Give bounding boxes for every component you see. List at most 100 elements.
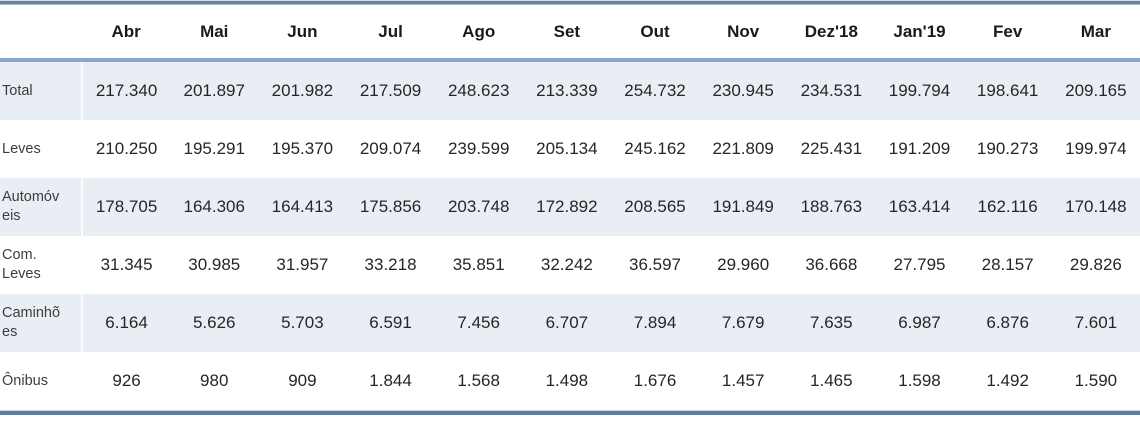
column-header-jul: Jul xyxy=(346,5,435,62)
column-header-set: Set xyxy=(522,5,611,62)
table-cell: 209.165 xyxy=(1065,81,1127,100)
vehicle-production-table: Abr Mai Jun Jul Ago Set Out Nov Dez'18 Jan'19 Fev M… xyxy=(0,5,1140,410)
table-cell: 199.974 xyxy=(1065,139,1127,158)
table-cell: 175.856 xyxy=(359,197,422,216)
table-cell: 191.209 xyxy=(888,139,951,158)
table-cell: 213.339 xyxy=(536,81,598,100)
table-cell: 5.703 xyxy=(281,313,324,332)
table-cell: 203.748 xyxy=(447,197,510,216)
table-row: Leves 210.250 195.291 195.370 209.074 239.599… xyxy=(0,120,1140,178)
column-header-nov: Nov xyxy=(699,5,788,62)
column-header-mar: Mar xyxy=(1051,5,1140,62)
table-cell: 191.849 xyxy=(712,197,774,216)
table-cell: 7.679 xyxy=(721,313,765,332)
table-cell: 1.676 xyxy=(633,371,677,390)
table-cell: 6.707 xyxy=(545,313,589,332)
column-header-dez18: Dez'18 xyxy=(787,5,876,62)
table-body: Total 217.340 201.897 201.982 217.509 248.623… xyxy=(0,60,1140,410)
table-cell: 36.597 xyxy=(629,255,682,274)
table-cell: 210.250 xyxy=(95,139,158,158)
table-cell: 162.116 xyxy=(977,197,1038,216)
column-header-jun: Jun xyxy=(258,5,347,62)
table-cell: 926 xyxy=(112,371,141,390)
table-cell: 36.668 xyxy=(805,255,858,274)
table-cell: 31.957 xyxy=(276,255,329,274)
table-cell: 254.732 xyxy=(624,81,686,100)
table-cell: 201.982 xyxy=(271,81,334,100)
column-header-fev: Fev xyxy=(963,5,1052,62)
table-cell: 980 xyxy=(200,371,229,390)
table-cell: 30.985 xyxy=(188,255,241,274)
table-cell: 909 xyxy=(288,371,317,390)
row-label: Ônibus xyxy=(0,352,83,410)
table-header: Abr Mai Jun Jul Ago Set Out Nov Dez'18 Jan'19 Fev M… xyxy=(0,5,1140,62)
table-row: Caminhões 6.164 5.626 5.703 6.591 7.456 6.707 7… xyxy=(0,294,1140,352)
table-cell: 5.626 xyxy=(192,313,236,332)
table-cell: 205.134 xyxy=(536,139,598,158)
table-cell: 1.598 xyxy=(898,371,941,390)
table-cell: 245.162 xyxy=(624,139,686,158)
table-cell: 221.809 xyxy=(712,139,774,158)
table-cell: 163.414 xyxy=(888,197,951,216)
table-cell: 188.763 xyxy=(800,197,863,216)
table-cell: 7.894 xyxy=(633,313,677,332)
table-cell: 28.157 xyxy=(981,255,1034,274)
table-cell: 195.370 xyxy=(271,139,334,158)
table-cell: 29.960 xyxy=(717,255,770,274)
table-cell: 31.345 xyxy=(100,255,153,274)
table-cell: 248.623 xyxy=(447,81,510,100)
table-cell: 1.844 xyxy=(369,371,412,390)
table-cell: 208.565 xyxy=(624,197,686,216)
table-cell: 234.531 xyxy=(800,81,863,100)
table-cell: 225.431 xyxy=(800,139,863,158)
table-cell: 170.148 xyxy=(1065,197,1127,216)
table-cell: 199.794 xyxy=(888,81,951,100)
table-row: Ônibus 926 980 909 1.844 1.568 1.498 1.676 1.457… xyxy=(0,352,1140,410)
table-cell: 6.591 xyxy=(369,313,412,332)
column-header-mai: Mai xyxy=(170,5,259,62)
table-cell: 178.705 xyxy=(95,197,158,216)
column-header-jan19: Jan'19 xyxy=(875,5,964,62)
table-row: Com. Leves 31.345 30.985 31.957 33.218 35.851… xyxy=(0,236,1140,294)
table-cell: 201.897 xyxy=(183,81,245,100)
table-cell: 230.945 xyxy=(712,81,774,100)
table-row: Total 217.340 201.897 201.982 217.509 248.623… xyxy=(0,60,1140,120)
table-cell: 239.599 xyxy=(447,139,510,158)
table-cell: 1.457 xyxy=(721,371,765,390)
table-bottom-border xyxy=(0,410,1140,415)
table-cell: 32.242 xyxy=(540,255,593,274)
table-cell: 7.635 xyxy=(810,313,853,332)
row-label: Leves xyxy=(0,120,83,178)
table-cell: 1.568 xyxy=(457,371,500,390)
column-header-abr: Abr xyxy=(82,5,171,62)
table-cell: 1.492 xyxy=(986,371,1029,390)
table-cell: 217.509 xyxy=(359,81,422,100)
table-cell: 172.892 xyxy=(536,197,598,216)
table-cell: 217.340 xyxy=(95,81,158,100)
table-cell: 35.851 xyxy=(452,255,505,274)
table-cell: 209.074 xyxy=(359,139,422,158)
table-top-border xyxy=(0,0,1140,5)
table-cell: 6.164 xyxy=(105,313,148,332)
header-row: Abr Mai Jun Jul Ago Set Out Nov Dez'18 Jan'19 Fev M… xyxy=(0,5,1140,62)
table-cell: 7.601 xyxy=(1074,313,1118,332)
table-cell: 1.465 xyxy=(810,371,853,390)
table-cell: 1.590 xyxy=(1074,371,1118,390)
table-cell: 6.876 xyxy=(986,313,1029,332)
table-cell: 33.218 xyxy=(364,255,417,274)
row-label: Total xyxy=(0,60,83,120)
table-cell: 190.273 xyxy=(976,139,1039,158)
corner-cell xyxy=(0,5,82,62)
table-cell: 27.795 xyxy=(893,255,946,274)
row-label: Com. Leves xyxy=(0,236,83,294)
table-cell: 164.306 xyxy=(183,197,245,216)
table-cell: 7.456 xyxy=(457,313,500,332)
table-cell: 198.641 xyxy=(976,81,1039,100)
row-label: Caminhões xyxy=(0,294,83,352)
table-cell: 164.413 xyxy=(271,197,334,216)
column-header-ago: Ago xyxy=(434,5,523,62)
row-label: Automóveis xyxy=(0,178,83,236)
table-cell: 1.498 xyxy=(545,371,589,390)
table-cell: 6.987 xyxy=(898,313,941,332)
